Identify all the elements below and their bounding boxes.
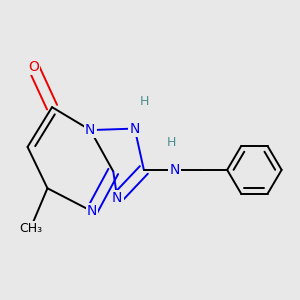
- Text: H: H: [140, 94, 149, 107]
- Text: CH₃: CH₃: [19, 222, 42, 235]
- Text: N: N: [169, 163, 180, 177]
- Text: N: N: [130, 122, 140, 136]
- Text: N: N: [85, 123, 95, 137]
- Text: N: N: [112, 191, 122, 205]
- Text: O: O: [28, 60, 39, 74]
- Text: H: H: [167, 136, 176, 149]
- Text: N: N: [87, 204, 97, 218]
